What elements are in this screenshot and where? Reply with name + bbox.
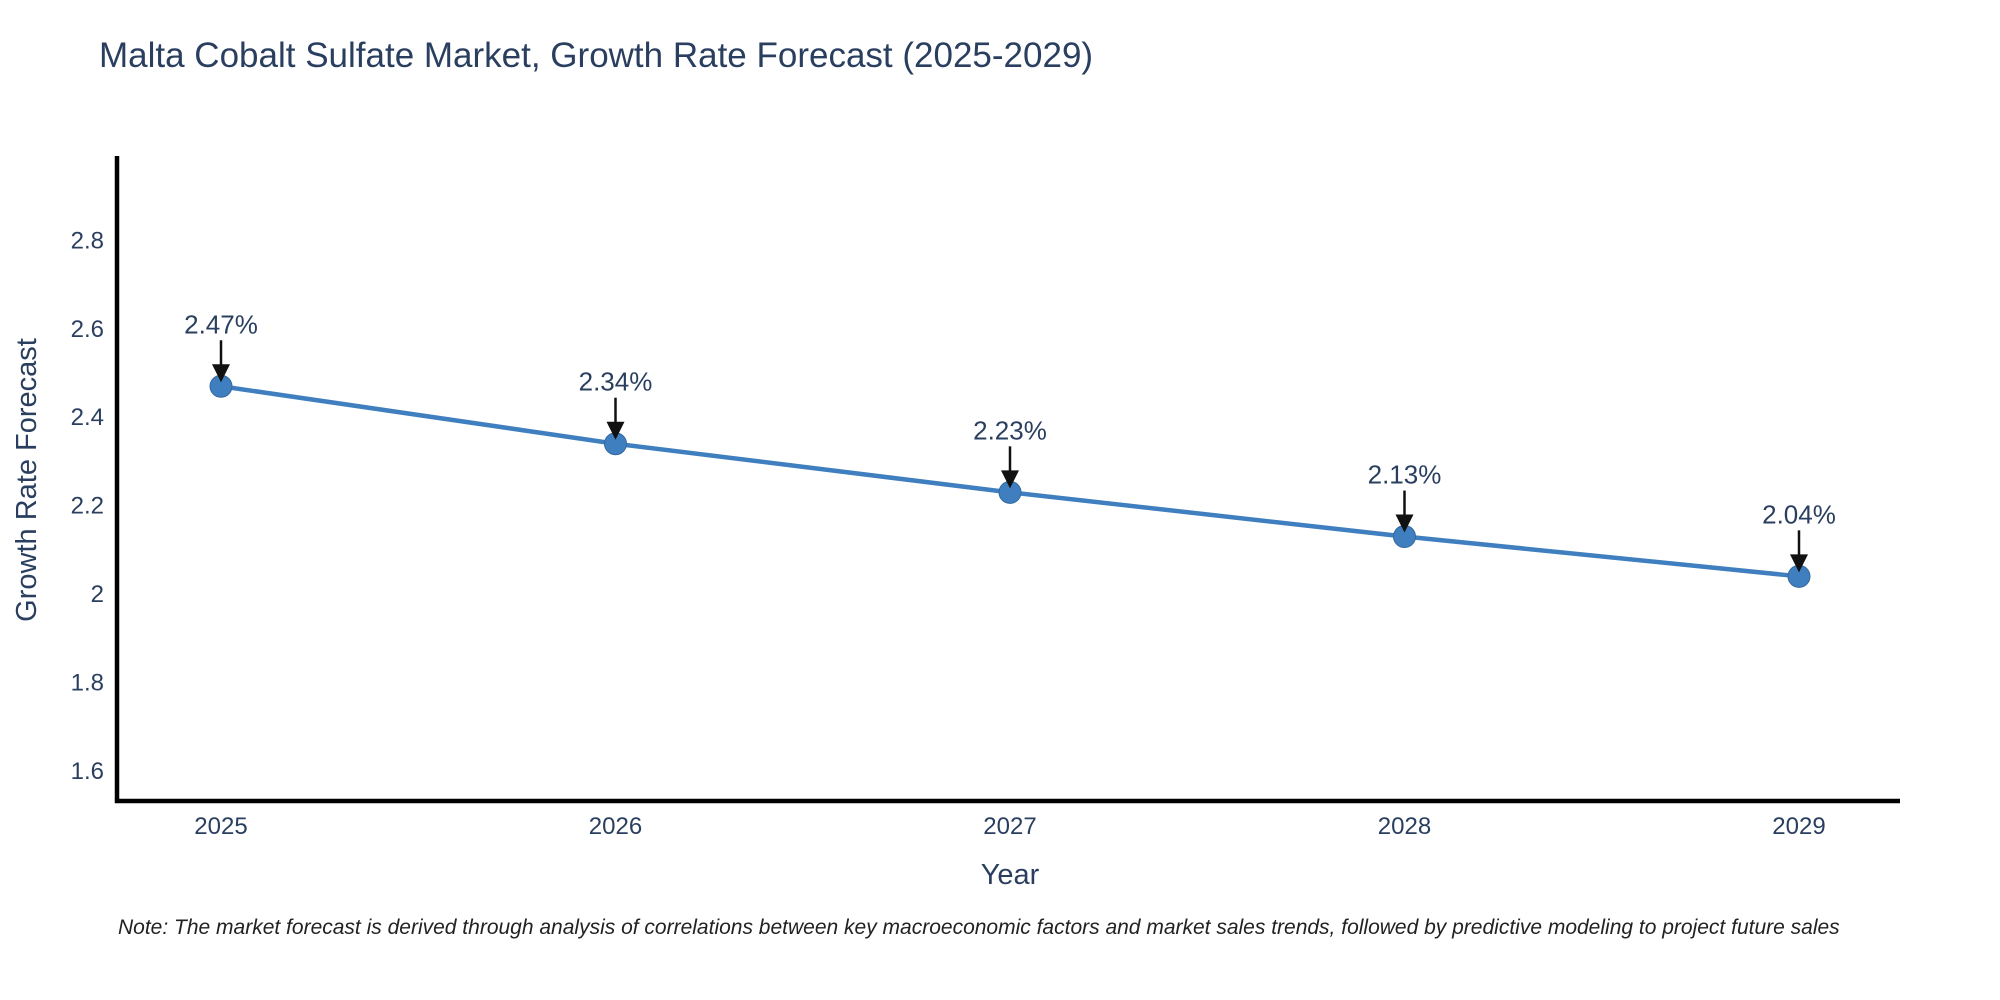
x-tick-label: 2026 [589, 813, 642, 840]
annotation-arrow-head [606, 421, 625, 440]
footnote: Note: The market forecast is derived thr… [118, 916, 1840, 939]
x-tick-label: 2029 [1772, 813, 1825, 840]
axis-spines [114, 156, 1900, 804]
annotation-arrow-head [1001, 470, 1019, 489]
y-tick-label: 1.6 [71, 758, 104, 785]
x-axis-title: Year [981, 859, 1040, 891]
y-tick-label: 2.4 [71, 404, 104, 431]
point-label-2025: 2.47% [184, 309, 258, 339]
y-tick-label: 2 [91, 581, 104, 608]
point-label-2029: 2.04% [1762, 499, 1836, 529]
y-tick-label: 2.2 [71, 493, 104, 520]
x-tick-label: 2028 [1378, 813, 1431, 840]
annotation-arrow-head [1790, 554, 1808, 573]
point-label-2027: 2.23% [973, 415, 1047, 445]
y-tick-label: 2.6 [71, 316, 104, 343]
x-tick-label: 2025 [194, 813, 247, 840]
annotation-arrow-head [212, 364, 230, 383]
y-tick-label: 2.8 [71, 227, 104, 254]
point-label-2026: 2.34% [579, 367, 653, 397]
y-axis-title: Growth Rate Forecast [11, 338, 43, 622]
annotation-arrow-head [1395, 514, 1414, 533]
point-label-2028: 2.13% [1368, 460, 1442, 490]
y-tick-label: 1.8 [71, 669, 104, 696]
x-tick-label: 2027 [983, 813, 1036, 840]
chart-title: Malta Cobalt Sulfate Market, Growth Rate… [99, 36, 1094, 75]
